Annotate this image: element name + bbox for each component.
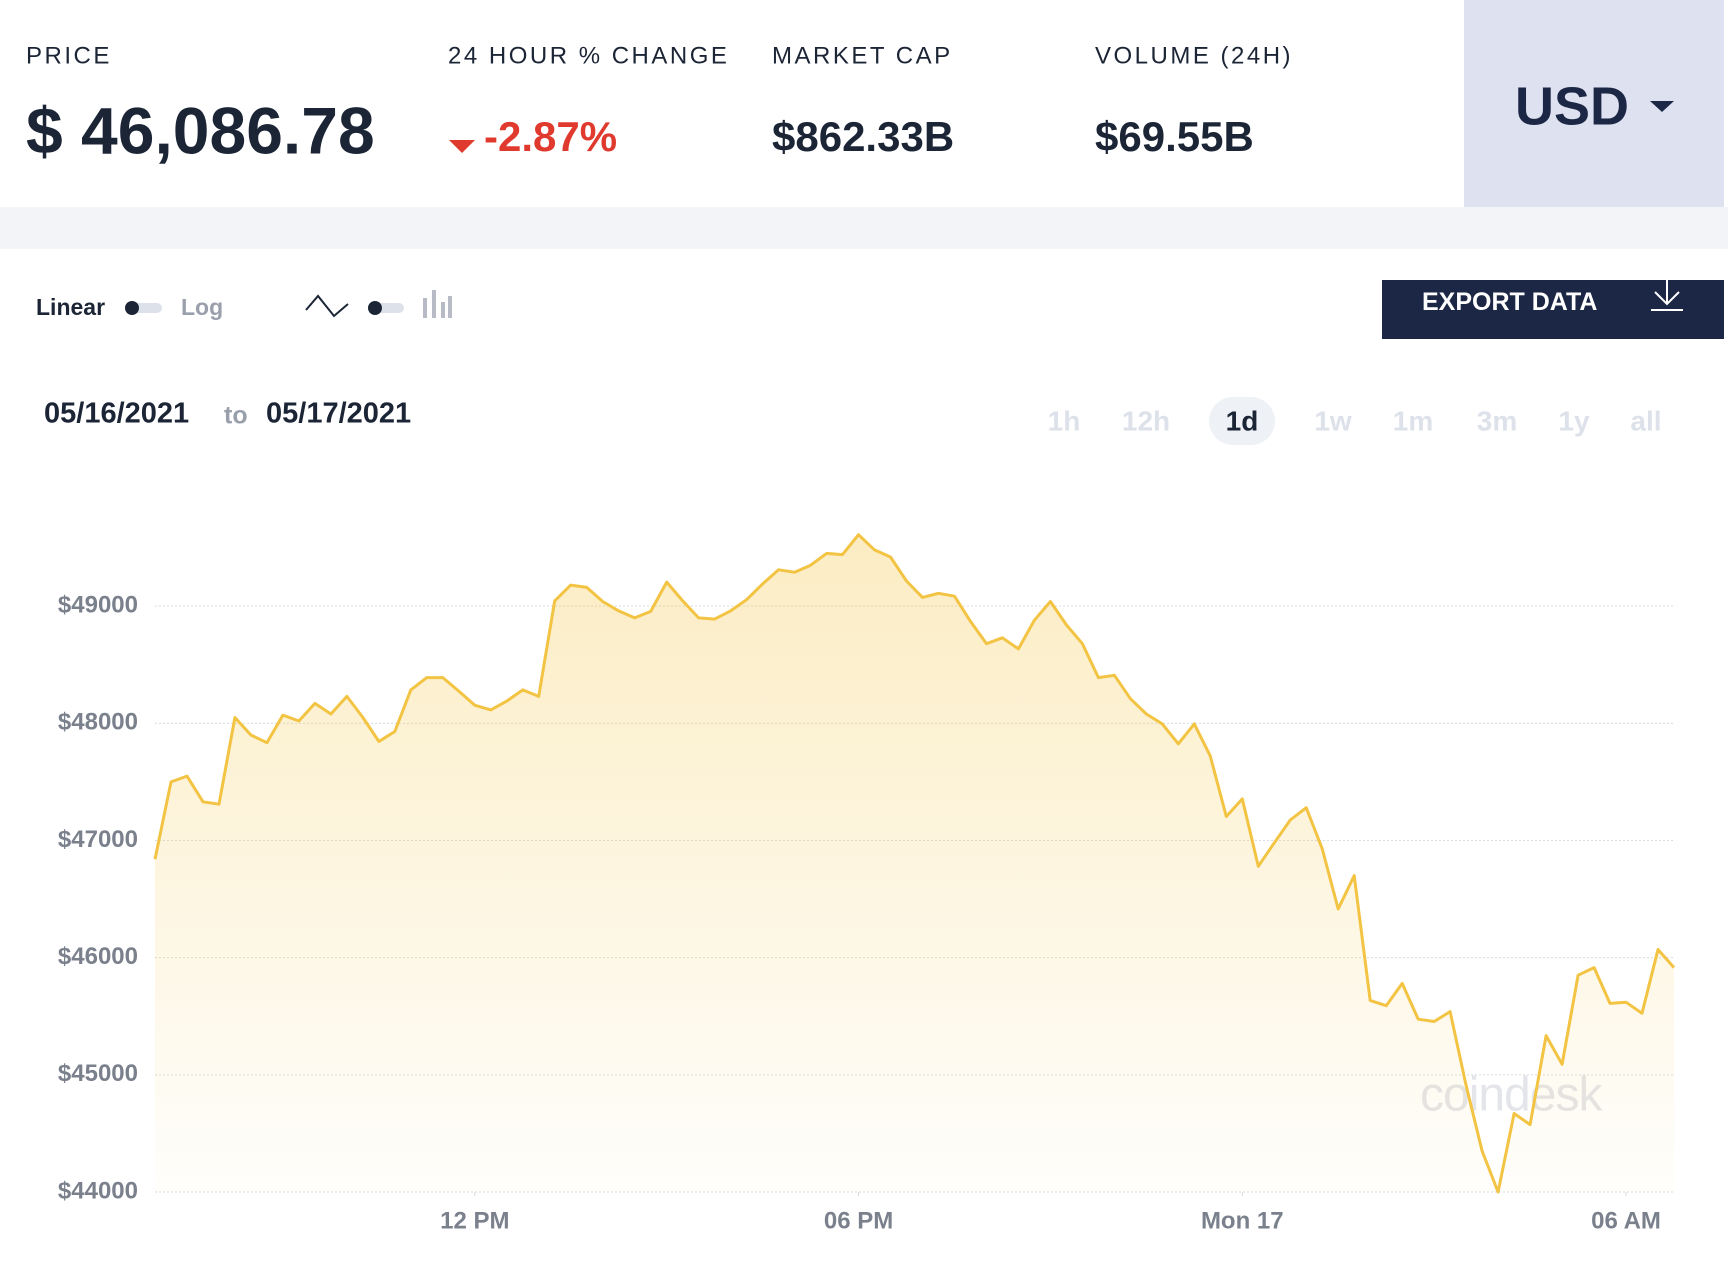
area-fill (155, 534, 1674, 1192)
range-button[interactable]: 12h (1122, 405, 1170, 436)
export-label[interactable]: EXPORT DATA (1422, 288, 1597, 316)
range-button[interactable]: 1w (1314, 405, 1352, 436)
toggle-knob (125, 301, 139, 315)
currency-selector[interactable] (1464, 0, 1724, 207)
stat-value: -2.87% (484, 113, 617, 160)
divider (0, 207, 1728, 249)
linear-label[interactable]: Linear (36, 294, 105, 320)
range-button[interactable]: 1h (1048, 405, 1081, 436)
range-button[interactable]: 1y (1558, 405, 1590, 436)
x-tick-label: 12 PM (440, 1207, 509, 1234)
y-tick-label: $47000 (58, 826, 138, 853)
date-to[interactable]: 05/17/2021 (266, 398, 411, 430)
stat-label: 24 HOUR % CHANGE (448, 42, 729, 69)
date-joiner: to (224, 402, 248, 430)
bar-icon[interactable] (423, 290, 452, 318)
toggle-knob (368, 301, 382, 315)
stat-label: VOLUME (24H) (1095, 42, 1293, 69)
y-tick-label: $46000 (58, 943, 138, 970)
line-icon[interactable] (305, 294, 349, 318)
y-tick-label: $48000 (58, 709, 138, 736)
date-from[interactable]: 05/16/2021 (44, 398, 189, 430)
y-tick-label: $45000 (58, 1060, 138, 1087)
stat-value: $ 46,086.78 (26, 93, 375, 167)
x-tick-label: 06 PM (824, 1207, 893, 1234)
down-arrow (449, 140, 475, 153)
price-line (153, 533, 1676, 1194)
range-button[interactable]: 1d (1226, 405, 1259, 436)
stat-value: $69.55B (1095, 113, 1254, 160)
range-button[interactable]: all (1630, 405, 1661, 436)
x-tick-label: 06 AM (1591, 1207, 1661, 1234)
stat-value: $862.33B (772, 113, 954, 160)
y-tick-label: $44000 (58, 1177, 138, 1204)
log-label[interactable]: Log (181, 294, 223, 320)
range-highlight (1209, 397, 1275, 445)
chart: $44000 $45000 $46000 $47000 $48000 $49000 12 P… (58, 533, 1676, 1234)
x-tick-label: Mon 17 (1201, 1207, 1284, 1234)
stat-label: PRICE (26, 42, 112, 69)
range-buttons: 1h 12h 1d 1w 1m 3m 1y all (1048, 397, 1662, 445)
stat-label: MARKET CAP (772, 42, 953, 69)
download-icon (1651, 275, 1683, 311)
currency[interactable]: USD (1515, 76, 1629, 136)
range-button[interactable]: 1m (1393, 405, 1433, 436)
caret (1650, 101, 1674, 112)
range-button[interactable]: 3m (1477, 405, 1517, 436)
y-tick-label: $49000 (58, 592, 138, 619)
